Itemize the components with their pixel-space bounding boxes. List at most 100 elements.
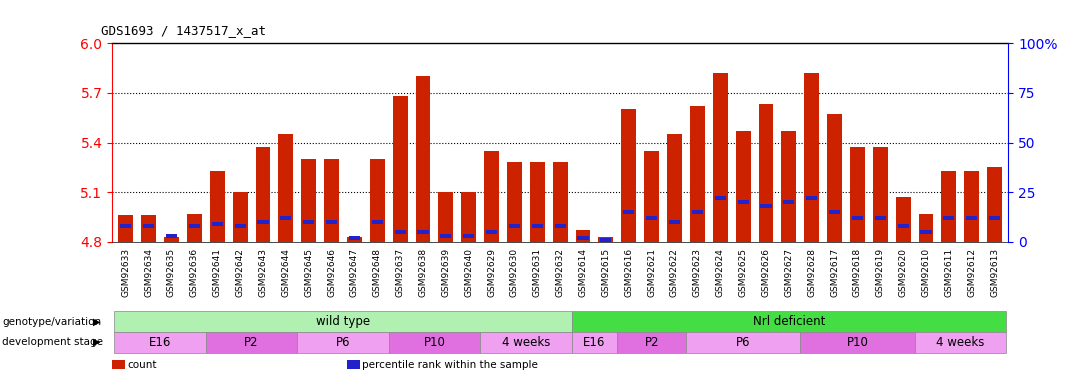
Bar xyxy=(165,234,177,238)
Bar xyxy=(415,76,430,242)
Bar xyxy=(987,167,1002,242)
Bar xyxy=(189,224,200,228)
Text: P2: P2 xyxy=(644,336,659,349)
Bar xyxy=(921,230,931,234)
Bar xyxy=(965,171,980,242)
Bar xyxy=(210,171,225,242)
Bar xyxy=(388,332,480,352)
Text: P6: P6 xyxy=(336,336,350,349)
Text: ▶: ▶ xyxy=(93,316,100,327)
Text: GDS1693 / 1437517_x_at: GDS1693 / 1437517_x_at xyxy=(101,24,267,38)
Bar xyxy=(143,224,155,228)
Text: E16: E16 xyxy=(149,336,171,349)
Bar xyxy=(686,332,800,352)
Text: P10: P10 xyxy=(846,336,869,349)
Text: percentile rank within the sample: percentile rank within the sample xyxy=(362,360,538,370)
Text: P2: P2 xyxy=(244,336,259,349)
Bar xyxy=(895,197,910,242)
Bar xyxy=(941,171,956,242)
Bar xyxy=(463,234,475,238)
Bar xyxy=(303,220,315,224)
Bar xyxy=(667,134,682,242)
Bar xyxy=(897,224,909,228)
Bar xyxy=(618,332,686,352)
Bar xyxy=(873,147,888,242)
Bar xyxy=(235,224,245,228)
Bar xyxy=(555,224,566,228)
Bar xyxy=(800,332,914,352)
Bar xyxy=(781,131,796,242)
Bar xyxy=(575,230,590,242)
Bar xyxy=(851,216,863,220)
Text: 4 weeks: 4 weeks xyxy=(501,336,551,349)
Bar xyxy=(966,216,977,220)
Bar xyxy=(737,200,749,204)
Bar xyxy=(347,237,362,242)
Bar xyxy=(206,332,298,352)
Bar xyxy=(371,220,383,224)
Bar xyxy=(164,237,179,242)
Text: 4 weeks: 4 weeks xyxy=(936,336,985,349)
Bar xyxy=(691,210,703,214)
Bar xyxy=(257,220,269,224)
Bar xyxy=(715,196,726,200)
Bar xyxy=(621,110,636,242)
Bar xyxy=(805,73,819,242)
Bar xyxy=(121,224,131,228)
Bar xyxy=(187,214,202,242)
Text: genotype/variation: genotype/variation xyxy=(2,316,101,327)
Bar xyxy=(761,204,771,208)
Bar xyxy=(646,216,657,220)
Bar xyxy=(370,159,385,242)
Bar xyxy=(461,192,476,242)
Bar xyxy=(919,214,934,242)
Bar xyxy=(783,200,795,204)
Bar xyxy=(829,210,840,214)
Bar xyxy=(875,216,886,220)
Bar xyxy=(644,151,659,242)
Bar xyxy=(417,230,429,234)
Bar xyxy=(509,224,520,228)
Bar xyxy=(233,192,248,242)
Bar xyxy=(281,216,291,220)
Bar xyxy=(141,215,156,242)
Bar xyxy=(601,238,611,242)
Bar xyxy=(530,162,545,242)
Bar xyxy=(211,222,223,226)
Bar xyxy=(943,216,955,220)
Bar xyxy=(114,332,206,352)
Text: ▶: ▶ xyxy=(93,337,100,347)
Text: E16: E16 xyxy=(584,336,606,349)
Bar xyxy=(480,332,572,352)
Text: wild type: wild type xyxy=(316,315,370,328)
Text: development stage: development stage xyxy=(2,337,103,347)
Bar xyxy=(114,311,572,332)
Bar xyxy=(349,236,360,240)
Bar xyxy=(806,196,817,200)
Bar xyxy=(989,216,1000,220)
Bar xyxy=(572,332,618,352)
Bar xyxy=(690,106,705,242)
Bar xyxy=(118,215,133,242)
Bar xyxy=(325,220,337,224)
Bar xyxy=(484,151,499,242)
Bar xyxy=(914,332,1006,352)
Text: Nrl deficient: Nrl deficient xyxy=(752,315,825,328)
Bar xyxy=(531,224,543,228)
Bar xyxy=(298,332,388,352)
Bar xyxy=(393,96,408,242)
Bar xyxy=(395,230,405,234)
Bar xyxy=(623,210,635,214)
Bar xyxy=(278,134,293,242)
Bar xyxy=(572,311,1006,332)
Bar xyxy=(827,114,842,242)
Bar xyxy=(324,159,339,242)
Bar xyxy=(713,73,728,242)
Text: P10: P10 xyxy=(424,336,445,349)
Bar xyxy=(255,147,270,242)
Bar xyxy=(850,147,865,242)
Text: count: count xyxy=(127,360,157,370)
Bar xyxy=(485,230,497,234)
Bar xyxy=(577,236,589,240)
Bar xyxy=(735,131,750,242)
